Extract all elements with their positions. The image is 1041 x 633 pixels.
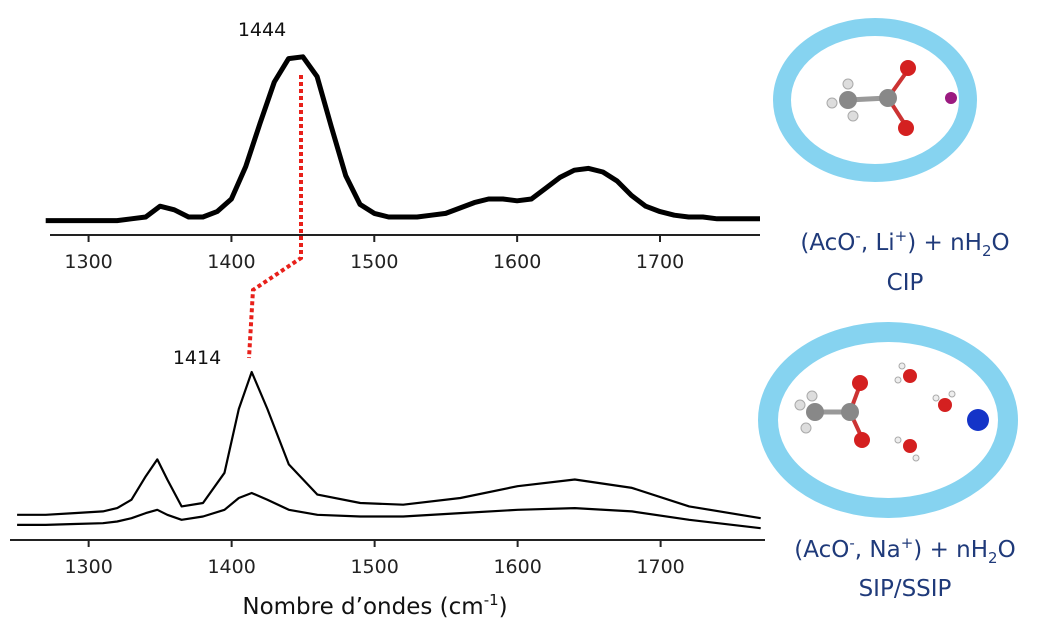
- x-tick-label: 1600: [493, 556, 541, 578]
- x-tick-label: 1300: [64, 556, 112, 578]
- label-sub: 2: [988, 549, 998, 567]
- label-part: ) + nH: [907, 230, 982, 256]
- x-tick-label: 1500: [350, 251, 398, 273]
- species-caption: CIP: [887, 270, 924, 296]
- label-part: ): [499, 594, 508, 620]
- x-tick-label: 1700: [636, 251, 684, 273]
- cip-illustration: [773, 18, 977, 182]
- label-part: , Na: [855, 537, 901, 563]
- label-part: Nombre d’ondes (cm: [242, 594, 483, 620]
- x-tick-label: 1400: [207, 556, 255, 578]
- label-sup: +: [901, 534, 914, 552]
- x-axis-label: Nombre d’ondes (cm-1): [242, 591, 507, 620]
- spectrum-line: [17, 370, 761, 520]
- label-part: (AcO: [800, 230, 855, 256]
- label-part: O: [992, 230, 1010, 256]
- species-label: (AcO-, Li+) + nH2O: [800, 227, 1009, 260]
- peak-annotation: 1414: [173, 347, 221, 369]
- x-tick-label: 1600: [493, 251, 541, 273]
- label-part: O: [998, 537, 1016, 563]
- label-part: ) + nH: [913, 537, 988, 563]
- peak-shift-connector: [247, 75, 303, 359]
- label-sup: -: [855, 227, 860, 245]
- label-sub: 2: [982, 242, 992, 260]
- spectrum-line: [45, 54, 760, 224]
- x-tick-label: 1500: [350, 556, 398, 578]
- label-part: , Li: [861, 230, 895, 256]
- label-sup: -: [849, 534, 854, 552]
- label-sup: -1: [484, 591, 499, 609]
- species-label: (AcO-, Na+) + nH2O: [794, 534, 1015, 567]
- label-part: (AcO: [794, 537, 849, 563]
- ssip-illustration: [758, 322, 1018, 518]
- peak-annotation: 1444: [238, 19, 286, 41]
- spectrum-line: [17, 491, 761, 530]
- x-tick-label: 1700: [636, 556, 684, 578]
- x-tick-label: 1300: [64, 251, 112, 273]
- species-caption: SIP/SSIP: [859, 576, 952, 602]
- label-sup: +: [895, 227, 908, 245]
- x-tick-label: 1400: [207, 251, 255, 273]
